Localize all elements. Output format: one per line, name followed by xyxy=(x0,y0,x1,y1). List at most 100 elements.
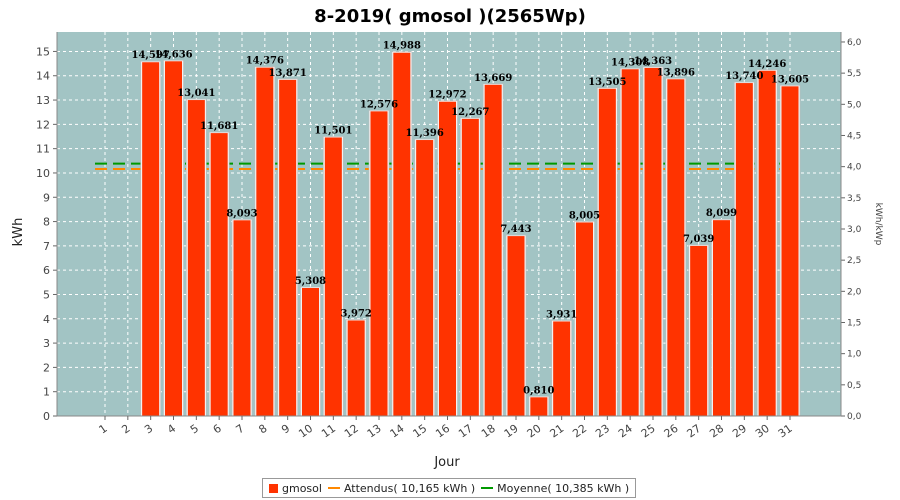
data-label: 13,740 xyxy=(725,71,763,82)
y-tick-label: 10 xyxy=(36,167,50,180)
x-tick-label: 29 xyxy=(730,422,749,441)
legend-label-gmosol: gmosol xyxy=(282,481,322,495)
x-tick-label: 30 xyxy=(753,422,772,441)
y-tick-label: 7 xyxy=(43,240,50,253)
bar xyxy=(439,101,456,416)
bars xyxy=(140,51,801,417)
legend: gmosol Attendus( 10,165 kWh ) Moyenne( 1… xyxy=(262,478,637,498)
bar xyxy=(142,62,160,417)
data-label: 13,505 xyxy=(588,77,626,88)
bar xyxy=(576,222,593,416)
bar xyxy=(324,137,342,416)
data-label: 13,896 xyxy=(657,67,695,78)
y-tick-label: 5 xyxy=(43,288,50,301)
legend-item-moyenne: Moyenne( 10,385 kWh ) xyxy=(481,482,629,495)
bar xyxy=(302,287,319,416)
x-tick-label: 24 xyxy=(616,422,635,441)
x-tick-label: 18 xyxy=(479,422,498,441)
y-tick-label: 14 xyxy=(36,70,50,83)
bar xyxy=(735,83,753,416)
y2-tick-label: 1,0 xyxy=(847,350,862,360)
y2-tick-label: 5,5 xyxy=(847,69,861,79)
x-tick-label: 14 xyxy=(388,422,407,441)
bar xyxy=(690,245,708,416)
y-tick-label: 6 xyxy=(43,264,50,277)
y-tick-label: 12 xyxy=(36,118,50,131)
bar xyxy=(507,236,525,416)
y-tick-label: 2 xyxy=(43,361,50,374)
y-tick-label: 3 xyxy=(43,337,50,350)
legend-item-attendus: Attendus( 10,165 kWh ) xyxy=(327,481,476,495)
y2-tick-label: 4,0 xyxy=(847,163,862,173)
legend-swatch-gmosol xyxy=(269,483,278,493)
data-label: 7,039 xyxy=(683,234,714,245)
bar xyxy=(758,70,776,417)
data-label: 12,972 xyxy=(428,90,466,101)
data-label: 8,093 xyxy=(226,208,257,219)
legend-label-attendus: Attendus( 10,165 kWh ) xyxy=(343,481,476,495)
data-label: 14,597 xyxy=(132,50,170,61)
y-axis-label: kWh xyxy=(11,218,26,247)
y2-tick-label: 2,0 xyxy=(847,287,862,297)
bar xyxy=(461,118,479,416)
x-tick-label: 17 xyxy=(456,422,475,441)
y2-tick-label: 0,0 xyxy=(847,412,862,422)
data-label: 13,605 xyxy=(771,74,809,85)
data-label: 13,041 xyxy=(177,88,215,99)
data-label: 0,810 xyxy=(523,385,554,396)
x-tick-label: 25 xyxy=(639,422,658,441)
legend-label-moyenne: Moyenne( 10,385 kWh ) xyxy=(497,481,630,495)
bar xyxy=(621,69,639,417)
x-tick-label: 6 xyxy=(211,422,224,437)
bar xyxy=(210,133,228,416)
chart-title: 8-2019( gmosol )(2565Wp) xyxy=(314,6,586,27)
data-label: 14,246 xyxy=(748,59,786,70)
data-label: 14,308 xyxy=(611,57,649,68)
y2-tick-label: 3,0 xyxy=(847,225,862,235)
data-label: 14,363 xyxy=(634,56,672,67)
bar xyxy=(393,52,411,417)
bar xyxy=(347,320,365,416)
y2-tick-label: 0,5 xyxy=(847,381,861,391)
bar xyxy=(484,84,502,417)
data-label: 12,267 xyxy=(451,107,489,118)
x-tick-label: 19 xyxy=(502,422,521,441)
x-tick-label: 26 xyxy=(662,422,681,441)
bar xyxy=(256,67,274,416)
x-tick-label: 7 xyxy=(234,422,247,437)
legend-item-gmosol: gmosol xyxy=(269,482,322,495)
x-tick-label: 5 xyxy=(188,422,201,437)
x-tick-label: 27 xyxy=(684,422,703,441)
data-label: 5,308 xyxy=(295,276,326,287)
x-tick-label: 31 xyxy=(776,422,795,441)
bar xyxy=(416,140,434,416)
x-tick-label: 10 xyxy=(296,422,315,441)
bar xyxy=(598,88,616,416)
bar xyxy=(713,220,730,416)
y2-tick-label: 2,5 xyxy=(847,256,861,266)
x-tick-label: 2 xyxy=(119,422,132,437)
data-label: 3,931 xyxy=(546,309,577,320)
x-tick-label: 1 xyxy=(97,422,110,437)
y-tick-label: 9 xyxy=(43,191,50,204)
y-tick-label: 8 xyxy=(43,216,50,229)
data-label: 11,681 xyxy=(200,121,238,132)
data-label: 11,501 xyxy=(314,125,352,136)
x-axis-label: Jour xyxy=(433,455,460,470)
bar xyxy=(781,86,799,416)
bar xyxy=(644,67,662,416)
data-label: 8,005 xyxy=(569,210,600,221)
x-tick-label: 11 xyxy=(319,422,338,441)
data-label: 11,396 xyxy=(406,128,444,139)
y2-tick-label: 1,5 xyxy=(847,318,861,328)
data-label: 12,576 xyxy=(360,99,398,110)
y-tick-label: 13 xyxy=(36,94,50,107)
x-tick-label: 4 xyxy=(165,422,178,437)
x-tick-label: 15 xyxy=(410,422,429,441)
y-tick-label: 15 xyxy=(36,45,50,58)
y-tick-label: 0 xyxy=(43,410,50,423)
data-label: 14,376 xyxy=(246,56,284,67)
x-tick-label: 23 xyxy=(593,422,612,441)
data-label: 3,972 xyxy=(341,308,372,319)
